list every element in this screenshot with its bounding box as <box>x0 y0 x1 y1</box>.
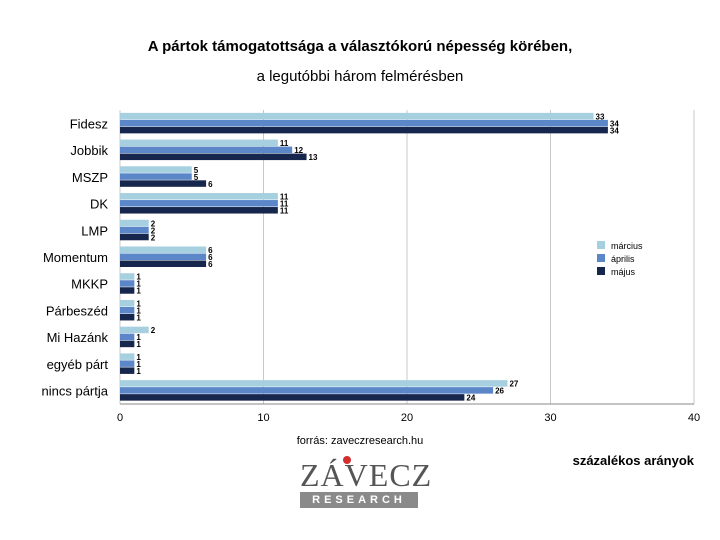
category-label: MSZP <box>72 170 108 185</box>
category-label: Jobbik <box>70 143 108 158</box>
bar <box>120 367 135 374</box>
bar <box>120 387 494 394</box>
bar <box>120 299 135 307</box>
bar-value-label: 1 <box>136 287 141 296</box>
bar <box>120 326 149 334</box>
bar <box>120 139 278 147</box>
bar-value-label: 1 <box>136 280 141 289</box>
category-label: MKKP <box>71 277 108 292</box>
bar-value-label: 1 <box>136 340 141 349</box>
bar <box>120 112 594 120</box>
bar <box>120 226 149 234</box>
chart-subtitle: a legutóbbi három felmérésben <box>256 68 464 85</box>
logo-word: ZÁVECZ <box>300 457 433 493</box>
bar <box>120 219 149 227</box>
category-label: Mi Hazánk <box>47 330 109 345</box>
x-tick-label: 20 <box>401 412 413 424</box>
bar <box>120 207 278 214</box>
source-text: forrás: zaveczresearch.hu <box>296 435 424 447</box>
bar <box>120 394 465 401</box>
bar-value-label: 6 <box>208 260 213 269</box>
bar <box>120 153 307 161</box>
bar-value-label: 11 <box>280 207 289 216</box>
bar-value-label: 24 <box>466 394 475 403</box>
bar <box>120 353 135 360</box>
bar-value-label: 5 <box>194 166 199 175</box>
x-tick-label: 40 <box>688 412 700 424</box>
bar-value-label: 2 <box>151 219 156 228</box>
legend-label: március <box>611 241 643 251</box>
bar-value-label: 1 <box>136 299 141 308</box>
bar <box>120 280 135 287</box>
category-label: Párbeszéd <box>46 303 108 318</box>
bar-value-label: 34 <box>610 119 619 128</box>
bar-value-label: 6 <box>208 246 213 255</box>
bar-value-label: 2 <box>151 326 156 335</box>
logo-subtitle: RESEARCH <box>300 492 418 508</box>
category-label: LMP <box>81 223 108 238</box>
legend-label: április <box>611 254 635 264</box>
bar-value-label: 26 <box>495 387 504 396</box>
bar <box>120 246 207 253</box>
bar-value-label: 11 <box>280 193 289 202</box>
category-label: egyéb párt <box>47 357 109 372</box>
x-tick-label: 0 <box>117 412 123 424</box>
bar <box>120 173 192 180</box>
category-label: DK <box>90 197 108 212</box>
bar-value-label: 11 <box>280 139 289 148</box>
bar <box>120 306 135 314</box>
zavecz-logo: ZÁVECZ RESEARCH <box>300 456 431 508</box>
bar-value-label: 6 <box>208 253 213 262</box>
bar-value-label: 12 <box>294 146 303 155</box>
bar-value-label: 11 <box>280 200 289 209</box>
bar <box>120 193 278 200</box>
units-note: százalékos arányok <box>572 453 694 468</box>
bar <box>120 233 149 241</box>
legend-swatch <box>597 241 605 249</box>
legend-label: május <box>611 267 636 277</box>
bar <box>120 287 135 294</box>
bar-value-label: 5 <box>194 173 199 182</box>
bar <box>120 119 608 127</box>
bar-value-label: 1 <box>136 360 141 369</box>
bar <box>120 360 135 367</box>
bar-value-label: 6 <box>208 180 213 189</box>
bar <box>120 260 207 267</box>
bar <box>120 273 135 280</box>
bar <box>120 126 608 134</box>
chart-title: A pártok támogatottsága a választókorú n… <box>147 38 573 55</box>
x-tick-label: 30 <box>544 412 556 424</box>
bar <box>120 146 293 154</box>
bar <box>120 166 192 173</box>
bar-value-label: 1 <box>136 367 141 376</box>
bar-value-label: 1 <box>136 306 141 315</box>
bar <box>120 253 207 260</box>
x-tick-label: 10 <box>257 412 269 424</box>
bar <box>120 180 207 187</box>
bar-value-label: 34 <box>610 126 619 135</box>
bar-value-label: 1 <box>136 273 141 282</box>
bar-value-label: 1 <box>136 353 141 362</box>
bar-value-label: 1 <box>136 333 141 342</box>
bar-value-label: 27 <box>509 380 518 389</box>
bar-value-label: 33 <box>596 112 605 121</box>
bar-value-label: 2 <box>151 226 156 235</box>
category-label: nincs pártja <box>42 384 109 399</box>
category-label: Momentum <box>43 250 108 265</box>
bar-value-label: 1 <box>136 313 141 322</box>
category-label: Fidesz <box>70 116 108 131</box>
bar <box>120 333 135 341</box>
bar <box>120 313 135 321</box>
bar <box>120 340 135 348</box>
legend-swatch <box>597 267 605 275</box>
bar-value-label: 2 <box>151 233 156 242</box>
bar <box>120 380 508 387</box>
bar <box>120 200 278 207</box>
bar-value-label: 13 <box>309 153 318 162</box>
legend-swatch <box>597 254 605 262</box>
logo-dot-icon <box>343 456 351 464</box>
